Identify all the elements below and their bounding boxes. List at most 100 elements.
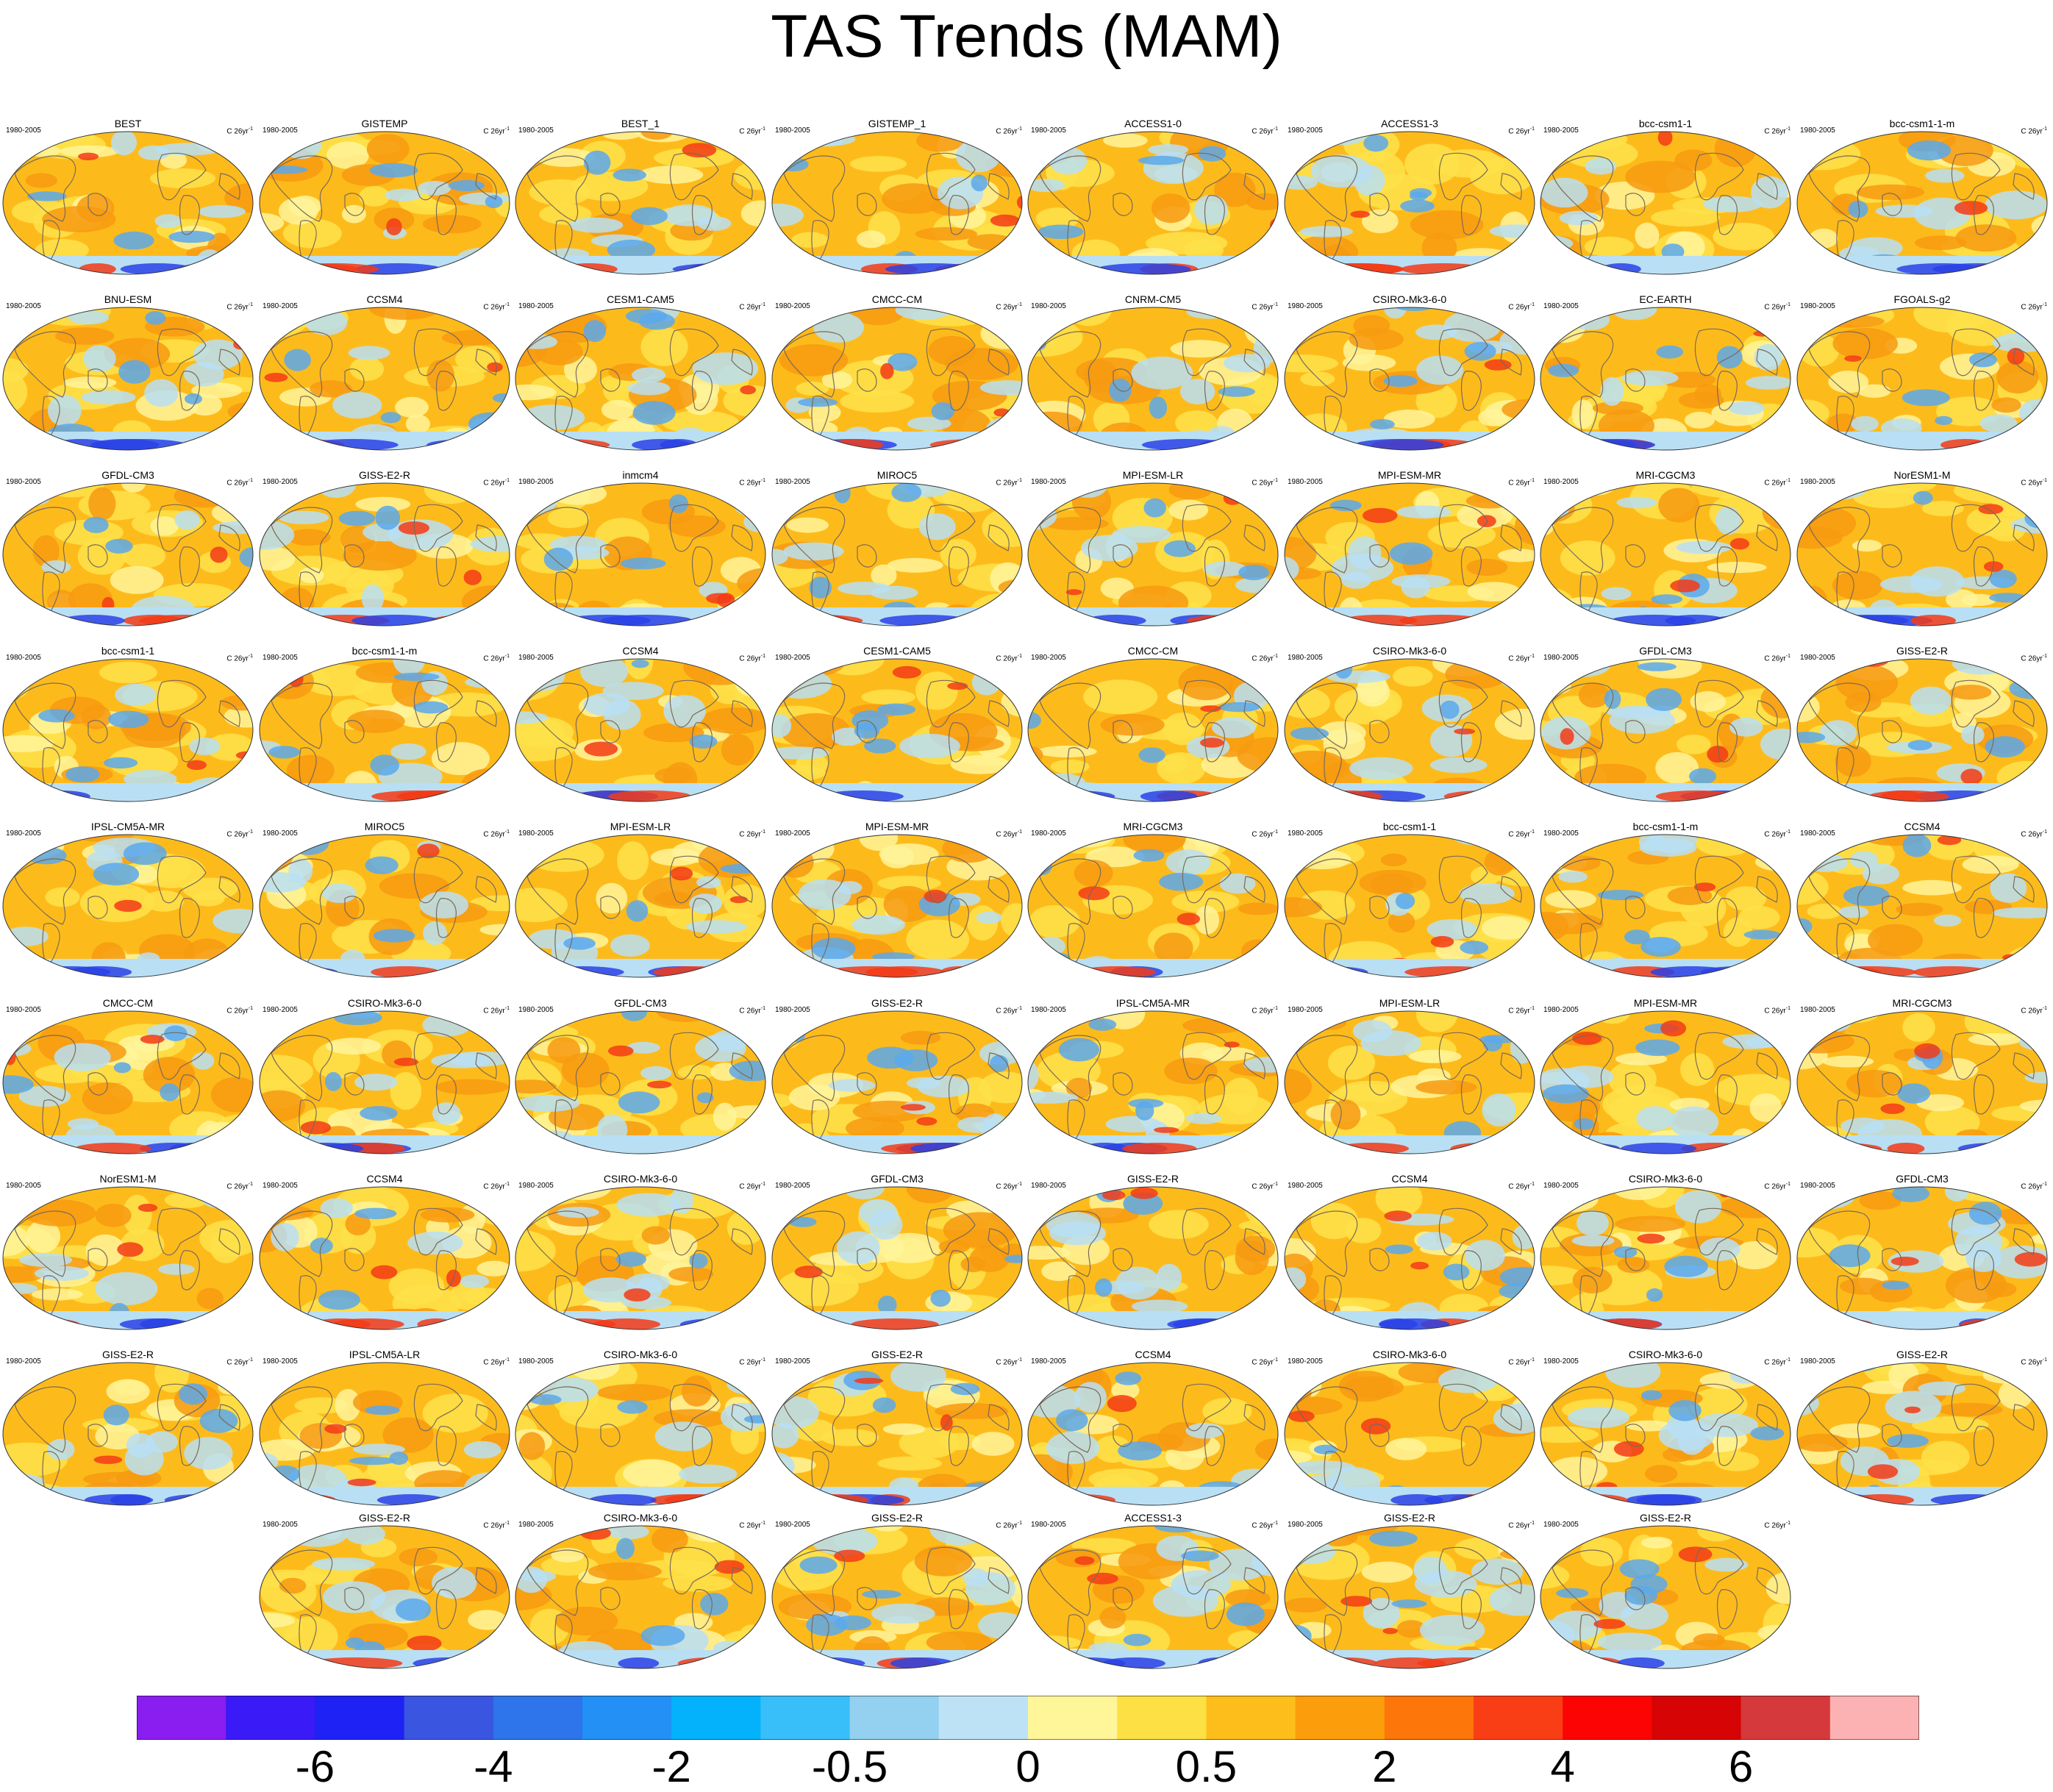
map-panel: MPI-ESM-LR 1980-2005 C 26yr-1 <box>1282 997 1538 1159</box>
panel-period: 1980-2005 <box>1031 1006 1066 1014</box>
panel-period: 1980-2005 <box>1543 126 1579 135</box>
panel-units-text: C 26yr <box>1252 479 1274 488</box>
panel-units-text: C 26yr <box>1508 1521 1530 1530</box>
map-panel: EC-EARTH 1980-2005 C 26yr-1 <box>1538 293 1793 455</box>
panel-units-text: C 26yr <box>1508 127 1530 136</box>
panel-title: CSIRO-Mk3-6-0 <box>1372 1349 1447 1360</box>
panel-units-text: C 26yr <box>226 303 249 312</box>
panel-units-text: C 26yr <box>1764 830 1786 839</box>
panel-units-exponent: -1 <box>504 302 510 307</box>
panel-units-exponent: -1 <box>248 654 253 659</box>
panel-title: MPI-ESM-LR <box>610 821 671 832</box>
panel-period: 1980-2005 <box>1543 1006 1579 1014</box>
panel-units-text: C 26yr <box>2021 1358 2043 1367</box>
panel-units-exponent: -1 <box>760 1357 765 1363</box>
panel-period: 1980-2005 <box>518 1357 554 1366</box>
panel-title: NorESM1-M <box>1893 469 1951 481</box>
trend-map <box>1284 1525 1535 1669</box>
panel-units: C 26yr-1 <box>2021 1004 2047 1015</box>
panel-units-text: C 26yr <box>1764 479 1786 488</box>
panel-period: 1980-2005 <box>775 1521 810 1529</box>
panel-units: C 26yr-1 <box>1252 125 1278 136</box>
trend-map <box>515 1186 766 1330</box>
map-panel: GFDL-CM3 1980-2005 C 26yr-1 <box>0 469 256 631</box>
panel-units: C 26yr-1 <box>226 1356 253 1367</box>
panel-title: CSIRO-Mk3-6-0 <box>603 1173 678 1185</box>
panel-period: 1980-2005 <box>775 829 810 838</box>
colorbar-swatch <box>1384 1696 1474 1740</box>
map-panel: MIROC5 1980-2005 C 26yr-1 <box>769 469 1025 631</box>
panel-units-text: C 26yr <box>1252 1521 1274 1530</box>
trend-map <box>1796 131 2048 275</box>
panel-period: 1980-2005 <box>1543 1357 1579 1366</box>
panel-units-exponent: -1 <box>760 829 765 835</box>
trend-map <box>1796 482 2048 627</box>
panel-units: C 26yr-1 <box>1508 1180 1535 1191</box>
panel-title: ACCESS1-3 <box>1124 1512 1182 1524</box>
trend-map <box>1027 658 1279 802</box>
trend-map <box>1796 1362 2048 1506</box>
panel-units-exponent: -1 <box>1529 1357 1535 1363</box>
panel-units: C 26yr-1 <box>739 1004 765 1015</box>
panel-units-exponent: -1 <box>504 1521 510 1526</box>
panel-period: 1980-2005 <box>1800 126 1835 135</box>
panel-units-text: C 26yr <box>483 1358 505 1367</box>
panel-units: C 26yr-1 <box>1508 828 1535 839</box>
panel-units-text: C 26yr <box>1252 1182 1274 1191</box>
panel-units-exponent: -1 <box>1529 1006 1535 1011</box>
panel-title: GISS-E2-R <box>871 1512 923 1524</box>
map-panel: GISS-E2-R 1980-2005 C 26yr-1 <box>1538 1512 1793 1674</box>
panel-period: 1980-2005 <box>263 1182 298 1190</box>
panel-period: 1980-2005 <box>263 478 298 486</box>
panel-units: C 26yr-1 <box>1764 301 1790 312</box>
panel-period: 1980-2005 <box>775 654 810 662</box>
map-panel: CMCC-CM 1980-2005 C 26yr-1 <box>1025 645 1281 807</box>
panel-period: 1980-2005 <box>263 1006 298 1014</box>
panel-units-exponent: -1 <box>1273 478 1278 483</box>
panel-title: ACCESS1-0 <box>1124 118 1182 129</box>
panel-units: C 26yr-1 <box>739 476 765 488</box>
colorbar-swatch <box>493 1696 583 1740</box>
panel-units-exponent: -1 <box>504 829 510 835</box>
map-panel: NorESM1-M 1980-2005 C 26yr-1 <box>1794 469 2050 631</box>
panel-units: C 26yr-1 <box>483 652 510 663</box>
panel-title: CNRM-CM5 <box>1124 293 1182 305</box>
panel-units: C 26yr-1 <box>483 301 510 312</box>
map-panel: GISTEMP_1 1980-2005 C 26yr-1 <box>769 118 1025 279</box>
panel-units-exponent: -1 <box>248 478 253 483</box>
panel-title: GISS-E2-R <box>871 997 923 1009</box>
panel-units-text: C 26yr <box>1252 654 1274 663</box>
panel-units-text: C 26yr <box>996 479 1018 488</box>
map-panel: GFDL-CM3 1980-2005 C 26yr-1 <box>1794 1173 2050 1335</box>
panel-title: GISS-E2-R <box>358 469 410 481</box>
panel-units-exponent: -1 <box>248 829 253 835</box>
panel-period: 1980-2005 <box>1543 478 1579 486</box>
panel-period: 1980-2005 <box>6 302 41 310</box>
panel-period: 1980-2005 <box>1543 1521 1579 1529</box>
panel-units-text: C 26yr <box>483 127 505 136</box>
panel-title: CSIRO-Mk3-6-0 <box>1628 1173 1703 1185</box>
map-panel: CSIRO-Mk3-6-0 1980-2005 C 26yr-1 <box>513 1173 768 1335</box>
panel-units: C 26yr-1 <box>2021 1180 2047 1191</box>
panel-period: 1980-2005 <box>1031 1521 1066 1529</box>
panel-title: CCSM4 <box>1391 1173 1428 1185</box>
panel-units-text: C 26yr <box>1764 303 1786 312</box>
map-panel: CSIRO-Mk3-6-0 1980-2005 C 26yr-1 <box>1282 645 1538 807</box>
trend-map <box>2 307 254 451</box>
panel-units-exponent: -1 <box>2042 829 2047 835</box>
map-panel: MPI-ESM-MR 1980-2005 C 26yr-1 <box>1282 469 1538 631</box>
panel-units-exponent: -1 <box>1017 654 1022 659</box>
panel-period: 1980-2005 <box>1288 1521 1323 1529</box>
panel-title: GISS-E2-R <box>358 1512 410 1524</box>
panel-units-exponent: -1 <box>2042 478 2047 483</box>
map-panel: GISS-E2-R 1980-2005 C 26yr-1 <box>1025 1173 1281 1335</box>
panel-title: GISS-E2-R <box>871 1349 923 1360</box>
panel-units-text: C 26yr <box>2021 127 2043 136</box>
trend-map <box>1027 1186 1279 1330</box>
panel-title: CSIRO-Mk3-6-0 <box>1372 293 1447 305</box>
panel-units: C 26yr-1 <box>226 301 253 312</box>
panel-title: NorESM1-M <box>99 1173 157 1185</box>
panel-period: 1980-2005 <box>518 1521 554 1529</box>
panel-units-text: C 26yr <box>1508 479 1530 488</box>
